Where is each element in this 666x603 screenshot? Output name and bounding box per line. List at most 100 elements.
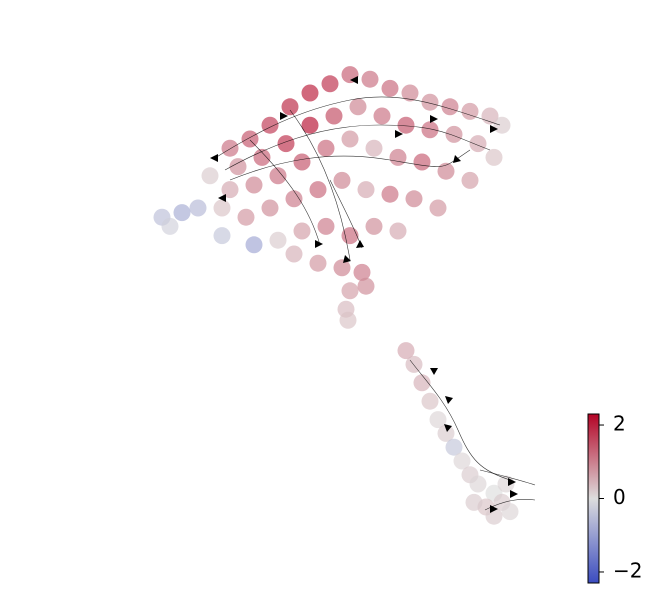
point — [469, 475, 487, 493]
point — [213, 227, 231, 245]
streamline — [249, 139, 321, 246]
point — [461, 171, 479, 189]
point — [301, 116, 319, 134]
point — [421, 93, 439, 111]
point — [357, 277, 375, 295]
point — [397, 342, 415, 360]
arrow — [218, 194, 226, 202]
point — [441, 98, 459, 116]
arrow — [453, 155, 461, 163]
arrow — [356, 240, 364, 248]
point — [445, 125, 463, 143]
point-layer — [153, 66, 519, 525]
point — [437, 162, 455, 180]
point — [413, 374, 431, 392]
arrow — [445, 396, 453, 404]
point — [293, 153, 311, 171]
point — [285, 245, 303, 263]
point — [365, 217, 383, 235]
arrow — [210, 154, 218, 162]
point — [309, 181, 327, 199]
point — [269, 231, 287, 249]
point — [269, 167, 287, 185]
point — [381, 185, 399, 203]
arrow — [315, 240, 323, 248]
point — [189, 199, 207, 217]
point — [437, 424, 455, 442]
point — [261, 199, 279, 217]
point — [349, 98, 367, 116]
point — [341, 130, 359, 148]
point — [221, 139, 239, 157]
point — [373, 107, 391, 125]
streamline — [479, 469, 536, 486]
streamline — [409, 359, 511, 481]
point — [293, 222, 311, 240]
point — [493, 116, 511, 134]
point — [325, 107, 343, 125]
arrow — [444, 424, 452, 432]
streamline — [484, 499, 536, 511]
point — [405, 355, 423, 373]
point — [261, 116, 279, 134]
point — [389, 222, 407, 240]
colorbar-tick-label: 0 — [613, 485, 626, 509]
arrow-layer — [210, 76, 518, 513]
point — [485, 507, 503, 525]
colorbar-tick-label: −2 — [613, 558, 642, 582]
arrow — [395, 130, 403, 138]
point — [229, 158, 247, 176]
point — [201, 167, 219, 185]
point — [469, 135, 487, 153]
point — [213, 199, 231, 217]
arrow — [490, 125, 498, 133]
point — [281, 98, 299, 116]
point — [461, 102, 479, 120]
colorbar-tick-label: 2 — [613, 412, 626, 436]
point — [365, 139, 383, 157]
point — [353, 263, 371, 281]
point — [413, 153, 431, 171]
point — [309, 254, 327, 272]
point — [401, 84, 419, 102]
point — [453, 452, 471, 470]
point — [237, 208, 255, 226]
point — [405, 190, 423, 208]
point — [397, 116, 415, 134]
arrow — [430, 115, 438, 123]
point — [361, 70, 379, 88]
arrow — [490, 505, 498, 513]
point — [429, 199, 447, 217]
point — [381, 79, 399, 97]
point — [317, 217, 335, 235]
point — [245, 176, 263, 194]
point — [465, 493, 483, 511]
point — [485, 148, 503, 166]
arrow — [508, 478, 516, 486]
point — [501, 503, 519, 521]
point — [421, 392, 439, 410]
point — [333, 259, 351, 277]
point — [445, 438, 463, 456]
arrow — [280, 112, 288, 120]
point — [389, 148, 407, 166]
point — [161, 217, 179, 235]
streamline — [214, 96, 501, 159]
point — [285, 190, 303, 208]
point — [357, 181, 375, 199]
streamlines — [214, 96, 536, 511]
point — [221, 181, 239, 199]
point — [339, 311, 357, 329]
point — [317, 139, 335, 157]
arrow — [350, 76, 358, 84]
point — [421, 121, 439, 139]
point — [277, 135, 295, 153]
streamline — [289, 109, 351, 261]
arrow — [343, 255, 351, 263]
point — [333, 171, 351, 189]
point — [321, 75, 339, 93]
point — [241, 130, 259, 148]
point — [341, 227, 359, 245]
streamline — [224, 124, 491, 171]
